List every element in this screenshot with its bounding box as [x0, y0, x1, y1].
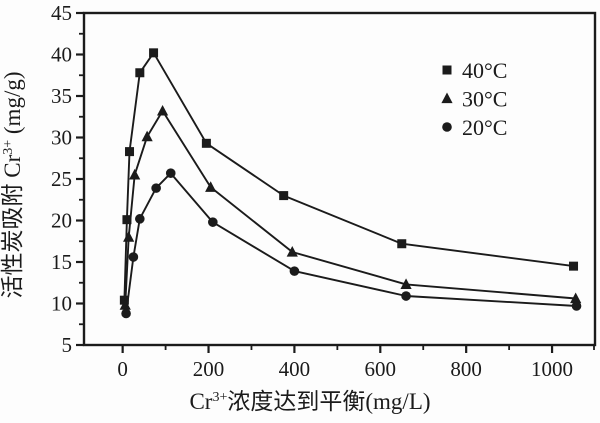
legend-item: 40°C	[442, 58, 507, 83]
square-marker	[201, 138, 211, 148]
triangle-marker	[119, 299, 131, 310]
circle-marker	[165, 168, 176, 178]
x-tick-label: 800	[450, 357, 482, 381]
square-marker	[149, 48, 159, 58]
y-tick-label: 45	[51, 1, 72, 25]
y-tick-label: 35	[51, 84, 72, 108]
y-tick-label: 15	[51, 250, 72, 274]
triangle-legend-icon	[441, 92, 453, 104]
circle-marker	[208, 217, 218, 227]
square-marker	[279, 191, 289, 201]
circle-marker	[151, 183, 161, 193]
triangle-marker	[123, 231, 135, 242]
triangle-marker	[156, 104, 169, 116]
triangle-marker	[570, 292, 582, 304]
circle-marker	[135, 214, 145, 224]
series-20c	[121, 168, 582, 319]
y-tick-label: 40	[51, 43, 72, 67]
triangle-marker	[400, 278, 412, 290]
legend-item: 20°C	[442, 115, 507, 140]
legend-label: 40°C	[462, 58, 507, 83]
y-tick-label: 5	[62, 333, 73, 357]
circle-legend-icon	[442, 122, 452, 132]
x-tick-label: 600	[365, 357, 397, 381]
square-marker	[135, 68, 145, 78]
legend: 40°C 30°C 20°C	[441, 58, 507, 140]
x-tick-label: 1000	[531, 357, 573, 381]
circle-marker	[128, 252, 139, 262]
y-tick-label: 10	[51, 292, 72, 316]
x-axis-label: Cr3+浓度达到平衡(mg/L)	[189, 389, 430, 414]
y-axis-label: 活性炭吸附 Cr3+ (mg/g)	[0, 71, 25, 298]
square-marker	[569, 261, 579, 271]
triangle-marker	[141, 130, 153, 142]
square-marker	[397, 239, 407, 249]
x-tick-label: 400	[279, 357, 311, 381]
x-tick-label: 0	[117, 357, 128, 381]
circle-marker	[401, 291, 411, 301]
y-tick-label: 30	[51, 126, 72, 150]
legend-label: 20°C	[462, 115, 507, 140]
axis-ticks: 0 200 400 600 800 1000 5 10 15 20 25 30 35 40 45	[51, 1, 595, 381]
series-40c	[119, 48, 579, 305]
circle-marker	[571, 301, 582, 311]
square-marker	[125, 147, 135, 157]
circle-marker	[289, 266, 300, 276]
y-tick-label: 25	[51, 167, 72, 191]
legend-item: 30°C	[441, 87, 507, 112]
y-tick-label: 20	[51, 209, 72, 233]
triangle-marker	[129, 168, 141, 180]
legend-label: 30°C	[462, 87, 507, 112]
square-legend-icon	[442, 65, 452, 75]
circle-marker	[121, 308, 131, 319]
x-tick-label: 200	[193, 357, 225, 381]
triangle-marker	[205, 181, 217, 192]
triangle-marker	[286, 246, 298, 257]
square-marker	[122, 215, 132, 225]
series-30c	[119, 104, 582, 310]
square-marker	[119, 295, 129, 305]
